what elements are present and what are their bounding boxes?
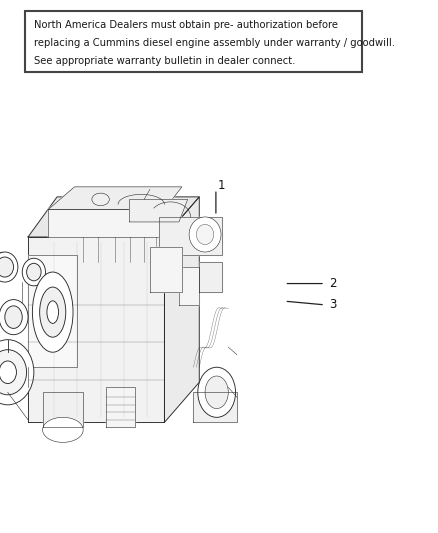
Polygon shape	[28, 255, 78, 367]
Polygon shape	[179, 267, 199, 305]
Polygon shape	[42, 392, 83, 427]
Polygon shape	[48, 209, 164, 237]
FancyBboxPatch shape	[25, 11, 362, 72]
Ellipse shape	[22, 259, 46, 286]
Text: North America Dealers must obtain pre- authorization before: North America Dealers must obtain pre- a…	[34, 20, 338, 30]
Text: See appropriate warranty bulletin in dealer connect.: See appropriate warranty bulletin in dea…	[34, 56, 295, 67]
Ellipse shape	[92, 193, 110, 206]
Ellipse shape	[0, 257, 14, 277]
Polygon shape	[150, 247, 182, 292]
Polygon shape	[130, 199, 187, 222]
Polygon shape	[164, 197, 199, 422]
Text: 2: 2	[329, 277, 336, 290]
Polygon shape	[28, 197, 199, 237]
Polygon shape	[199, 262, 223, 292]
Ellipse shape	[0, 300, 28, 335]
Polygon shape	[28, 237, 164, 422]
Ellipse shape	[0, 340, 34, 405]
Ellipse shape	[196, 224, 214, 245]
Ellipse shape	[189, 217, 221, 252]
Ellipse shape	[40, 287, 66, 337]
Text: 3: 3	[329, 298, 336, 311]
Ellipse shape	[198, 367, 236, 417]
Ellipse shape	[0, 361, 17, 384]
Ellipse shape	[5, 306, 22, 328]
Text: replacing a Cummins diesel engine assembly under warranty / goodwill.: replacing a Cummins diesel engine assemb…	[34, 38, 395, 49]
Ellipse shape	[32, 272, 73, 352]
Polygon shape	[48, 187, 182, 209]
Ellipse shape	[42, 417, 83, 442]
Ellipse shape	[47, 301, 59, 324]
Polygon shape	[159, 217, 223, 255]
Polygon shape	[194, 392, 237, 422]
Polygon shape	[106, 387, 135, 427]
Ellipse shape	[0, 252, 18, 282]
Ellipse shape	[0, 350, 27, 395]
Ellipse shape	[27, 263, 41, 281]
Text: 1: 1	[217, 179, 225, 192]
Ellipse shape	[205, 376, 228, 409]
